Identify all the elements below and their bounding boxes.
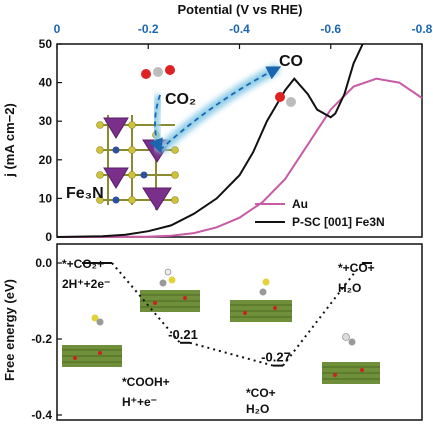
top-y-tick-label: 40 [39, 76, 53, 90]
surface-slab-images [62, 290, 380, 384]
top-x-tick-label: -0.2 [138, 22, 159, 36]
slab-4 [322, 362, 380, 384]
state-label: *COOH+ [122, 375, 170, 389]
top-x-ticks: 0 -0.2 -0.4 -0.6 -0.8 [54, 22, 433, 49]
top-y-tick-label: 20 [39, 153, 53, 167]
bottom-y-tick-label: -0.2 [31, 332, 52, 346]
energy-value-label: -0.21 [168, 327, 198, 342]
top-x-tick-label: 0 [54, 22, 61, 36]
state-label: 2H⁺+2e⁻ [62, 277, 110, 291]
material-label: Fe₃N [66, 185, 104, 202]
top-y-ticks: 0 10 20 30 40 50 [39, 37, 62, 244]
state-label: H₂O [338, 281, 361, 295]
top-x-tick-label: -0.4 [229, 22, 250, 36]
legend: Au P-SC [001] Fe3N [255, 197, 385, 229]
energy-states: *+CO₂+ 2H⁺+2e⁻ -0.21 *COOH+ H⁺+e⁻ -0.27 *CO+ H₂… [62, 257, 375, 416]
energy-connector [282, 262, 363, 367]
reaction-path-arrows [149, 63, 282, 154]
co-molecule-icon [275, 92, 296, 107]
state-label: H⁺+e⁻ [122, 395, 157, 409]
state-label: *+CO+ [338, 261, 375, 275]
legend-label-fe3n: P-SC [001] Fe3N [292, 215, 385, 229]
top-series [56, 43, 423, 238]
top-x-tick-label: -0.8 [412, 22, 433, 36]
top-y-tick-label: 30 [39, 114, 53, 128]
bottom-y-axis-title: Free energy (eV) [2, 279, 17, 381]
co2-label: CO₂ [165, 91, 196, 108]
bottom-panel: Free energy (eV) 0.0 -0.2 -0.4 [2, 243, 423, 422]
top-y-tick-label: 0 [45, 230, 52, 244]
slab-3 [230, 300, 292, 322]
top-y-tick-label: 50 [39, 37, 53, 51]
state-label: *CO+ [246, 386, 276, 400]
state-label: H₂O [246, 402, 269, 416]
slab-2 [140, 290, 200, 312]
top-panel: Potential (V vs RHE) j (mA cm−2) 0 -0.2 -0… [2, 2, 433, 244]
energy-connector [189, 341, 274, 367]
adsorbate-molecules [91, 268, 356, 346]
series-line-au [57, 77, 423, 238]
co2-molecule-icon [141, 65, 175, 79]
fe3n-crystal-illustration [96, 115, 179, 211]
top-y-axis-title: j (mA cm−2) [2, 103, 17, 178]
energy-value-label: -0.27 [261, 350, 291, 365]
legend-label-au: Au [292, 197, 308, 211]
top-y-tick-label: 10 [39, 191, 53, 205]
state-label: *+CO₂+ [62, 257, 104, 271]
bottom-y-tick-label: -0.4 [31, 408, 52, 422]
top-x-axis-title: Potential (V vs RHE) [178, 2, 303, 17]
bottom-y-tick-label: 0.0 [35, 256, 52, 270]
series-line-fe3n [56, 43, 364, 238]
slab-1 [62, 345, 122, 367]
bottom-y-ticks: 0.0 -0.2 -0.4 [31, 256, 62, 422]
bottom-plot-frame [56, 243, 423, 421]
top-x-tick-label: -0.6 [320, 22, 341, 36]
top-plot-frame [56, 43, 423, 238]
co-label: CO [279, 53, 303, 70]
